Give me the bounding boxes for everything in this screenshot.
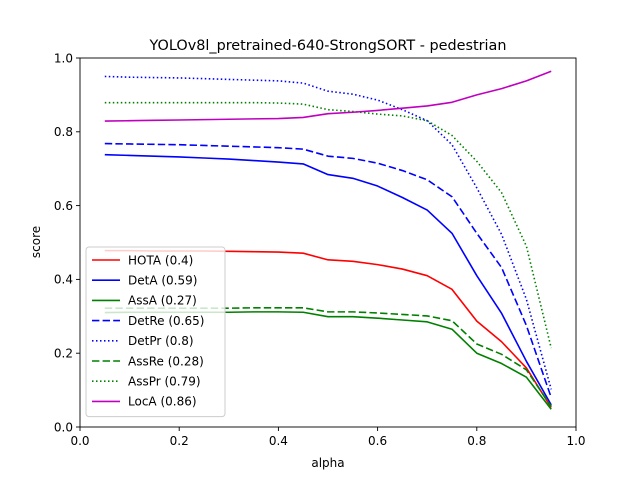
legend-box: [85, 246, 226, 418]
legend-label-detre-0-65: DetRe (0.65): [128, 314, 204, 328]
y-tick-label: 0.0: [54, 420, 73, 434]
x-tick-label: 0.4: [269, 434, 288, 448]
series-line-asspr-0-79: [104, 101, 552, 349]
series-line-deta-0-59: [104, 153, 552, 406]
y-tick-label: 0.4: [54, 273, 73, 287]
legend-label-detpr-0-8: DetPr (0.8): [128, 334, 194, 348]
x-tick-label: 0.6: [368, 434, 387, 448]
series-line-loca-0-86: [104, 70, 552, 122]
x-axis-label: alpha: [311, 456, 344, 470]
y-tick-label: 0.6: [54, 199, 73, 213]
legend-label-deta-0-59: DetA (0.59): [128, 274, 197, 288]
chart-title: YOLOv8l_pretrained-640-StrongSORT - pede…: [149, 38, 507, 54]
x-tick-label: 0.0: [70, 434, 89, 448]
legend-label-hota-0-4: HOTA (0.4): [128, 253, 193, 267]
legend: HOTA (0.4) DetA (0.59) AssA (0.27) DetRe (0…: [85, 246, 226, 418]
axes-layer: 0.0 0.2 0.4 0.6 0.8 1.0 0.0 0.2 0.4 0.6 0.8 1.0: [54, 51, 586, 448]
y-tick-label: 0.2: [54, 347, 73, 361]
y-tick-label: 0.8: [54, 125, 73, 139]
y-tick-label: 1.0: [54, 51, 73, 65]
legend-label-assa-0-27: AssA (0.27): [128, 294, 197, 308]
y-axis-label: score: [29, 226, 43, 258]
x-tick-label: 1.0: [566, 434, 585, 448]
x-tick-label: 0.8: [467, 434, 486, 448]
axes-frame: [79, 57, 577, 428]
legend-label-assre-0-28: AssRe (0.28): [128, 354, 204, 368]
x-tick-label: 0.2: [170, 434, 189, 448]
series-line-detre-0-65: [104, 142, 552, 398]
legend-label-loca-0-86: LocA (0.86): [128, 395, 197, 409]
legend-label-asspr-0-79: AssPr (0.79): [128, 375, 201, 389]
series-line-detpr-0-8: [104, 75, 552, 390]
